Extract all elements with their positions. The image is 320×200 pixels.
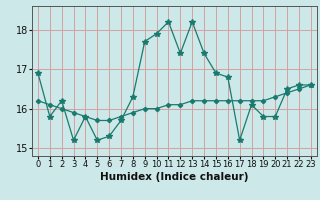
X-axis label: Humidex (Indice chaleur): Humidex (Indice chaleur) (100, 172, 249, 182)
